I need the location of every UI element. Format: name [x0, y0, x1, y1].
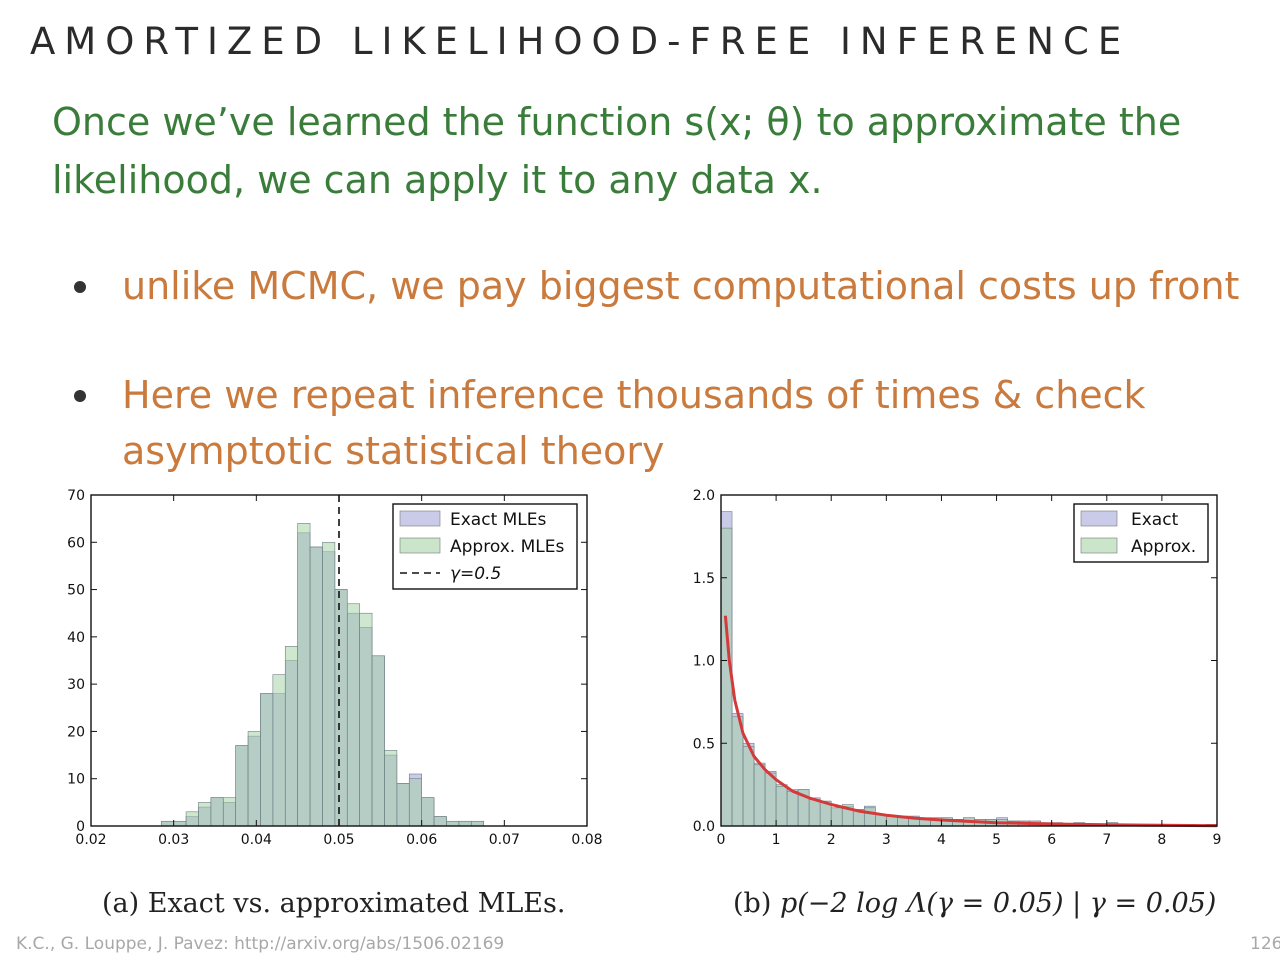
approx-histogram-bar — [222, 797, 236, 827]
legend-label-approx: Approx. — [1131, 537, 1196, 557]
approx-histogram-bar — [396, 783, 410, 827]
legend-label-gamma: γ=0.5 — [450, 564, 501, 584]
approx-histogram-bar — [322, 541, 336, 827]
page-number: 126 — [1250, 934, 1280, 954]
bullet-point-2: Here we repeat inference thousands of ti… — [74, 367, 1242, 479]
y-tick-label: 0.0 — [693, 819, 715, 835]
approx-histogram-bar — [359, 612, 373, 827]
legend-label-exact: Exact — [1131, 510, 1179, 530]
x-tick-label: 0.03 — [158, 832, 189, 848]
y-tick-label: 30 — [67, 677, 85, 693]
x-tick-label: 9 — [1213, 832, 1222, 848]
x-tick-label: 7 — [1102, 832, 1111, 848]
legend-label-exact: Exact MLEs — [450, 510, 547, 530]
chart-legend: Exact Approx. — [1073, 503, 1209, 563]
approx-histogram-bar — [210, 797, 224, 827]
x-tick-label: 2 — [827, 832, 836, 848]
x-tick-label: 0.08 — [571, 832, 602, 848]
legend-label-approx: Approx. MLEs — [450, 537, 564, 557]
x-tick-label: 0.04 — [241, 832, 272, 848]
y-tick-label: 1.5 — [693, 571, 715, 587]
caption-b-prefix: (b) — [733, 888, 780, 919]
approx-histogram-bar — [830, 807, 843, 827]
approx-histogram-bar — [433, 816, 447, 827]
y-tick-label: 40 — [67, 630, 85, 646]
x-tick-label: 1 — [772, 832, 781, 848]
approx-histogram-bar — [334, 589, 348, 827]
legend-swatch-exact — [1080, 510, 1118, 527]
x-tick-label: 3 — [882, 832, 891, 848]
approx-histogram-bar — [808, 799, 821, 827]
likelihood-ratio-histogram-chart: 0 1 2 3 4 5 6 7 8 9 0.0 0.5 1.0 1.5 2.0 Exact Approx. — [693, 488, 1222, 848]
approx-histogram-bar — [371, 655, 385, 827]
caption-b: (b) p(−2 log Λ(γ = 0.05) | γ = 0.05) — [733, 888, 1216, 919]
x-tick-label: 5 — [992, 832, 1001, 848]
approx-histogram-bar — [786, 790, 799, 827]
x-tick-label: 0.05 — [323, 832, 354, 848]
x-tick-label: 0.07 — [489, 832, 520, 848]
bullet-dot-icon — [74, 390, 86, 402]
approx-histogram-bar — [384, 750, 398, 827]
mle-histogram-chart: 0.02 0.03 0.04 0.05 0.06 0.07 0.08 0 10 20 30 40 50 6… — [67, 488, 602, 848]
legend-swatch-exact — [399, 510, 441, 527]
caption-a: (a) Exact vs. approximated MLEs. — [102, 888, 566, 919]
approx-histogram-bar — [198, 802, 212, 827]
approx-histogram-bar — [284, 646, 298, 827]
legend-swatch-approx — [399, 537, 441, 554]
chi-squared-fit-curve — [723, 615, 1218, 828]
x-tick-label: 8 — [1157, 832, 1166, 848]
x-tick-label: 6 — [1047, 832, 1056, 848]
y-tick-label: 2.0 — [693, 488, 715, 504]
approx-histogram-bar — [731, 716, 744, 827]
bullet-dot-icon — [74, 281, 86, 293]
approx-histogram-bar — [470, 820, 484, 827]
approx-histogram-bar — [309, 546, 323, 827]
approx-histogram-bar — [235, 745, 249, 827]
chart-legend: Exact MLEs Approx. MLEs γ=0.5 — [392, 503, 578, 590]
y-tick-label: 10 — [67, 772, 85, 788]
approx-histogram-bar — [260, 693, 274, 827]
x-tick-label: 0.02 — [75, 832, 106, 848]
approx-histogram-bar — [863, 807, 876, 827]
y-tick-label: 60 — [67, 535, 85, 551]
approx-histogram-bar — [297, 523, 311, 827]
approx-histogram-bar — [346, 603, 360, 827]
y-tick-label: 20 — [67, 724, 85, 740]
lead-statement: Once we’ve learned the function s(x; θ) … — [52, 100, 1182, 202]
y-tick-label: 70 — [67, 488, 85, 504]
slide-title: AMORTIZED LIKELIHOOD-FREE INFERENCE — [30, 20, 1131, 63]
y-tick-label: 1.0 — [693, 654, 715, 670]
approx-histogram-bar — [764, 772, 777, 827]
approx-histogram-bar — [160, 820, 174, 827]
legend-swatch-approx — [1080, 537, 1118, 554]
citation-footer: K.C., G. Louppe, J. Pavez: http://arxiv.… — [16, 934, 505, 954]
approx-histogram-bar — [408, 778, 422, 827]
approx-histogram-bar — [173, 820, 187, 827]
y-tick-label: 50 — [67, 583, 85, 599]
y-tick-label: 0 — [76, 819, 85, 835]
caption-b-math: p(−2 log Λ(γ = 0.05) | γ = 0.05) — [779, 888, 1217, 919]
x-tick-label: 0 — [717, 832, 726, 848]
approx-histogram-bar — [742, 746, 755, 827]
approx-histogram-bar — [421, 797, 435, 827]
bullet-point-1: unlike MCMC, we pay biggest computationa… — [74, 258, 1242, 314]
approx-histogram-bar — [272, 674, 286, 827]
x-tick-label: 0.06 — [406, 832, 437, 848]
approx-histogram-bar — [247, 731, 261, 827]
approx-histogram-bar — [775, 785, 788, 827]
bullet-text-2: Here we repeat inference thousands of ti… — [122, 373, 1146, 473]
approx-histogram-bar — [446, 820, 460, 827]
x-tick-label: 4 — [937, 832, 946, 848]
approx-histogram-bar — [458, 820, 472, 827]
approx-histogram-bar — [185, 811, 199, 827]
approx-histogram-bar — [753, 764, 766, 827]
bullet-text-1: unlike MCMC, we pay biggest computationa… — [122, 264, 1240, 308]
y-tick-label: 0.5 — [693, 736, 715, 752]
